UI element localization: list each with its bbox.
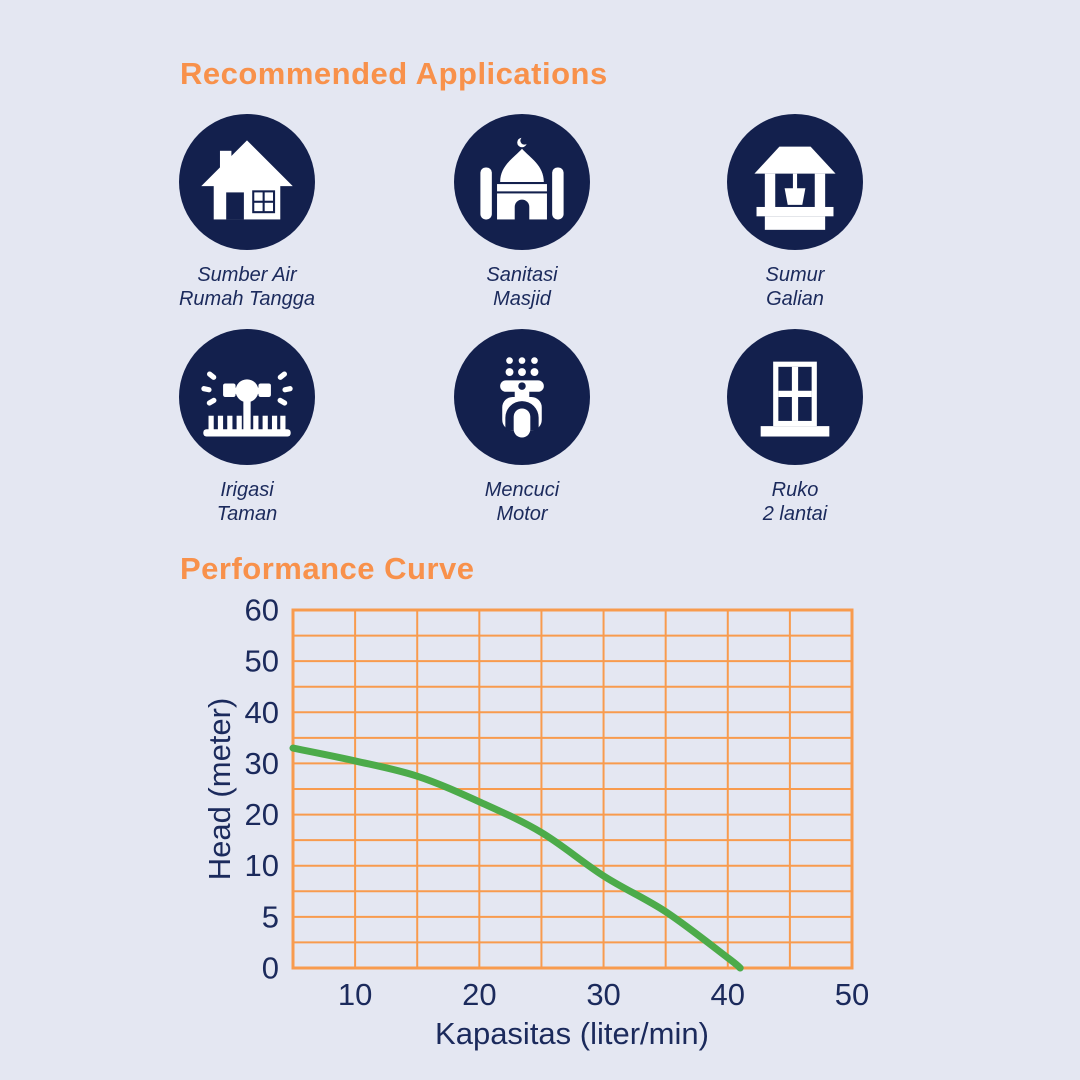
icon-circle <box>454 329 590 465</box>
icon-circle <box>179 114 315 250</box>
application-item: Sanitasi Masjid <box>402 114 642 311</box>
x-tick-label: 10 <box>338 977 372 1012</box>
icon-circle <box>727 329 863 465</box>
mosque-icon <box>480 136 564 220</box>
applications-section-title: Recommended Applications <box>180 56 608 91</box>
x-axis-label: Kapasitas (liter/min) <box>435 1016 709 1051</box>
y-axis-label: Head (meter) <box>202 698 237 881</box>
x-tick-label: 30 <box>586 977 620 1012</box>
performance-chart: 0 5 10 20 30 40 50 60 10 20 30 40 50 Kapasitas (lite… <box>202 593 870 1052</box>
house-icon <box>201 140 293 220</box>
y-tick-label: 0 <box>262 951 279 986</box>
x-tick-label: 50 <box>835 977 869 1012</box>
icon-circle <box>727 114 863 250</box>
icon-circle <box>179 329 315 465</box>
y-tick-label: 50 <box>245 644 279 679</box>
y-tick-label: 30 <box>245 746 279 781</box>
application-item: Sumber Air Rumah Tangga <box>127 114 367 311</box>
application-item: Ruko 2 lantai <box>675 329 915 526</box>
curve-path <box>289 744 744 972</box>
y-tick-label: 60 <box>245 593 279 628</box>
application-item: Irigasi Taman <box>127 329 367 526</box>
chart-tick-labels: 0 5 10 20 30 40 50 60 10 20 30 40 50 <box>245 593 870 1013</box>
plot-border <box>291 608 854 970</box>
icon-circle <box>454 114 590 250</box>
y-tick-label: 20 <box>245 797 279 832</box>
application-item: Mencuci Motor <box>402 329 642 526</box>
application-label: Sumur Galian <box>765 264 825 310</box>
performance-section-title: Performance Curve <box>180 551 475 586</box>
well-icon <box>754 146 836 230</box>
chart-curve <box>289 744 744 972</box>
application-label: Mencuci Motor <box>484 479 560 525</box>
x-tick-label: 20 <box>462 977 496 1012</box>
application-item: Sumur Galian <box>675 114 915 311</box>
application-label: Ruko 2 lantai <box>762 479 828 525</box>
x-tick-label: 40 <box>711 977 745 1012</box>
application-label: Sanitasi Masjid <box>486 264 558 310</box>
building-icon <box>760 361 830 437</box>
application-label: Sumber Air Rumah Tangga <box>178 264 316 310</box>
chart-grid <box>291 608 854 970</box>
application-label: Irigasi Taman <box>216 479 278 525</box>
y-tick-label: 5 <box>262 899 279 934</box>
y-tick-label: 10 <box>245 848 279 883</box>
sprinkler-icon <box>201 371 293 437</box>
y-tick-label: 40 <box>245 695 279 730</box>
scooter-icon <box>500 357 544 438</box>
